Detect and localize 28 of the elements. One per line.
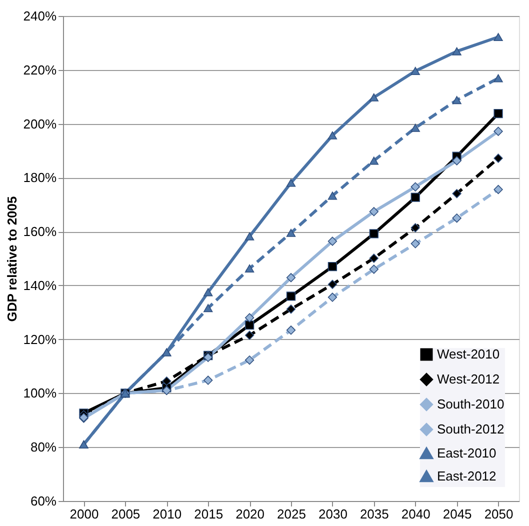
y-tick-label: 80% [30, 440, 57, 455]
y-tick-label: 160% [23, 224, 57, 240]
x-tick-label: 2050 [484, 506, 514, 522]
legend-label: South-2012 [437, 422, 504, 436]
legend-label: West-2010 [437, 346, 500, 362]
y-tick-label: 100% [23, 386, 57, 401]
y-axis-title: GDP relative to 2005 [4, 196, 20, 322]
y-tick-label: 200% [23, 116, 57, 132]
x-tick-label: 2030 [318, 506, 348, 522]
y-tick-label: 220% [23, 62, 57, 78]
legend-label: East-2010 [437, 446, 496, 460]
y-tick-label: 240% [23, 8, 57, 24]
legend-label: East-2012 [437, 468, 496, 484]
x-tick-label: 2015 [194, 506, 224, 522]
y-tick-label: 180% [23, 170, 57, 186]
x-tick-label: 2020 [236, 506, 265, 522]
x-tick-label: 2045 [442, 506, 472, 522]
x-tick-label: 2005 [111, 506, 140, 522]
x-tick-label: 2025 [277, 506, 306, 522]
legend-label: South-2010 [437, 396, 504, 412]
y-tick-label: 120% [23, 332, 57, 347]
y-tick-label: 140% [23, 278, 57, 293]
x-tick-label: 2000 [70, 506, 99, 522]
x-tick-label: 2040 [401, 506, 430, 522]
x-tick-label: 2035 [360, 506, 389, 522]
legend-label: West-2012 [437, 372, 500, 386]
y-tick-label: 60% [30, 494, 57, 508]
x-tick-label: 2010 [152, 506, 182, 522]
